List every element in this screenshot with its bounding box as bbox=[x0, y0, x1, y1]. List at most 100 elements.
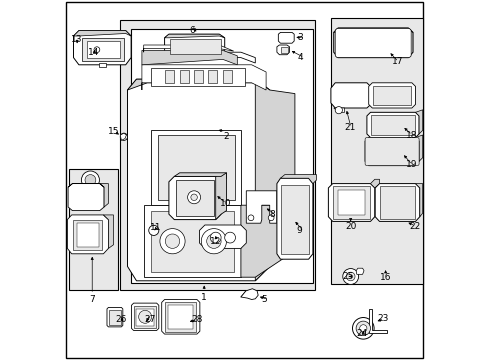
Circle shape bbox=[94, 47, 100, 53]
Text: 9: 9 bbox=[296, 226, 302, 235]
Polygon shape bbox=[415, 110, 422, 134]
Bar bbox=[134, 306, 156, 328]
Bar bbox=[87, 41, 120, 58]
Circle shape bbox=[120, 133, 127, 140]
Text: 20: 20 bbox=[345, 222, 356, 231]
Bar bbox=[168, 305, 193, 329]
Circle shape bbox=[224, 232, 235, 243]
Bar bbox=[120, 20, 314, 290]
Text: 19: 19 bbox=[405, 161, 416, 169]
Circle shape bbox=[190, 194, 197, 201]
Bar bbox=[136, 309, 153, 326]
Text: 7: 7 bbox=[89, 295, 95, 304]
Polygon shape bbox=[127, 79, 269, 281]
Circle shape bbox=[352, 318, 373, 339]
Bar bbox=[151, 130, 241, 205]
Text: 4: 4 bbox=[297, 53, 303, 62]
Polygon shape bbox=[246, 191, 276, 223]
FancyBboxPatch shape bbox=[335, 28, 410, 58]
Bar bbox=[109, 310, 121, 325]
Bar bbox=[165, 70, 174, 83]
Polygon shape bbox=[67, 215, 108, 254]
Text: 6: 6 bbox=[189, 26, 195, 35]
Bar bbox=[337, 33, 408, 54]
Circle shape bbox=[206, 234, 221, 248]
Polygon shape bbox=[241, 205, 287, 277]
Text: 13: 13 bbox=[70, 35, 82, 44]
Circle shape bbox=[85, 175, 96, 185]
Bar bbox=[176, 180, 213, 216]
Text: 23: 23 bbox=[377, 314, 388, 323]
Polygon shape bbox=[368, 83, 415, 108]
Polygon shape bbox=[143, 52, 255, 63]
Polygon shape bbox=[255, 79, 294, 281]
Polygon shape bbox=[100, 184, 108, 207]
Text: 24: 24 bbox=[356, 328, 367, 338]
Polygon shape bbox=[276, 45, 289, 55]
Text: 17: 17 bbox=[391, 57, 403, 66]
Polygon shape bbox=[162, 300, 200, 334]
Bar bbox=[380, 186, 414, 219]
Polygon shape bbox=[143, 45, 233, 52]
Polygon shape bbox=[142, 50, 237, 65]
Polygon shape bbox=[215, 173, 226, 220]
Bar bbox=[170, 39, 221, 54]
Bar bbox=[280, 185, 308, 254]
Text: 8: 8 bbox=[268, 210, 274, 219]
Polygon shape bbox=[366, 112, 418, 138]
Bar bbox=[330, 18, 422, 284]
Bar bbox=[158, 135, 235, 200]
Circle shape bbox=[346, 272, 354, 281]
Polygon shape bbox=[199, 225, 246, 248]
Bar bbox=[208, 70, 217, 83]
Bar bbox=[77, 223, 99, 247]
Circle shape bbox=[139, 310, 151, 323]
Polygon shape bbox=[370, 179, 379, 188]
Polygon shape bbox=[355, 268, 363, 274]
Polygon shape bbox=[415, 184, 422, 217]
Polygon shape bbox=[333, 108, 344, 112]
Bar bbox=[194, 70, 203, 83]
FancyBboxPatch shape bbox=[365, 138, 418, 166]
Polygon shape bbox=[368, 309, 386, 333]
Bar bbox=[373, 86, 410, 105]
Circle shape bbox=[187, 191, 200, 204]
Text: 15: 15 bbox=[107, 127, 119, 136]
Polygon shape bbox=[415, 135, 422, 161]
Text: 25: 25 bbox=[342, 272, 353, 281]
Bar bbox=[151, 211, 233, 272]
Polygon shape bbox=[142, 65, 265, 90]
Bar bbox=[280, 47, 287, 53]
Text: 27: 27 bbox=[144, 315, 156, 324]
Polygon shape bbox=[168, 176, 221, 220]
Text: 5: 5 bbox=[261, 295, 267, 304]
Bar bbox=[333, 186, 369, 219]
Text: 2: 2 bbox=[223, 132, 228, 141]
Polygon shape bbox=[107, 307, 122, 327]
Bar bbox=[143, 205, 241, 277]
Circle shape bbox=[148, 225, 159, 235]
Bar bbox=[69, 169, 118, 290]
Polygon shape bbox=[365, 138, 418, 166]
Polygon shape bbox=[280, 175, 316, 184]
Polygon shape bbox=[73, 31, 131, 36]
Bar bbox=[223, 70, 231, 83]
Polygon shape bbox=[68, 184, 104, 187]
Polygon shape bbox=[68, 184, 104, 211]
Text: 28: 28 bbox=[191, 315, 202, 324]
Polygon shape bbox=[127, 79, 269, 90]
Polygon shape bbox=[278, 32, 294, 43]
Circle shape bbox=[165, 234, 179, 248]
Polygon shape bbox=[164, 34, 224, 56]
Polygon shape bbox=[73, 31, 131, 65]
Circle shape bbox=[201, 229, 226, 254]
Bar bbox=[73, 220, 102, 250]
Bar bbox=[179, 70, 188, 83]
Text: 10: 10 bbox=[220, 199, 231, 208]
Circle shape bbox=[355, 321, 370, 336]
Polygon shape bbox=[120, 133, 126, 140]
Circle shape bbox=[268, 215, 273, 221]
Polygon shape bbox=[328, 184, 374, 221]
Polygon shape bbox=[241, 289, 258, 300]
Bar bbox=[82, 38, 123, 61]
